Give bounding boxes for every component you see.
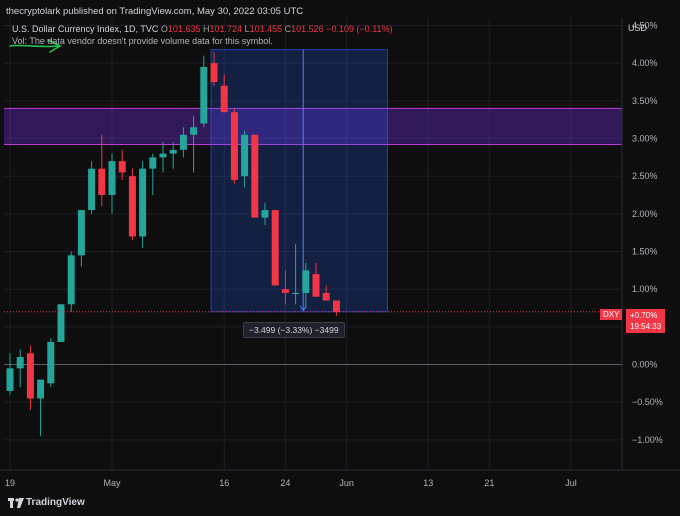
candle-down	[118, 161, 126, 173]
x-tick-label: 19	[5, 478, 15, 488]
x-tick-label: 24	[280, 478, 290, 488]
candle-up	[88, 168, 96, 211]
measure-tool-layer	[210, 49, 388, 313]
candle-down	[220, 85, 228, 113]
x-tick-label: Jun	[339, 478, 354, 488]
candle-up	[37, 379, 45, 399]
x-tick-label: 13	[423, 478, 433, 488]
candle-up	[77, 210, 85, 256]
candle-down	[312, 274, 320, 297]
measure-result-label: −3.499 (−3.33%) −3499	[243, 322, 345, 338]
candle-up	[16, 357, 24, 369]
candle-up	[57, 304, 65, 342]
candle-down	[210, 63, 218, 83]
y-tick-label: 1.50%	[632, 247, 658, 257]
open-label: O	[160, 24, 168, 34]
close-label: C	[284, 24, 292, 34]
candle-up	[302, 270, 310, 293]
symbol-info-line: U.S. Dollar Currency Index, 1D, TVC O101…	[12, 24, 393, 34]
candle-down	[322, 292, 330, 301]
footer-bar: TradingView	[0, 490, 680, 516]
y-tick-label: 3.50%	[632, 96, 658, 106]
candle-up	[159, 153, 167, 158]
y-tick-label: 0.00%	[632, 360, 658, 370]
annotation-arrow	[9, 39, 62, 53]
y-tick-label: −1.00%	[632, 435, 663, 445]
candle-up	[292, 292, 300, 294]
bar-countdown: 19:54:33	[630, 322, 662, 331]
candle-down	[98, 168, 106, 196]
measure-box	[210, 49, 388, 313]
y-tick-label: −0.50%	[632, 397, 663, 407]
candle-up	[179, 134, 187, 150]
candle-down	[230, 112, 238, 180]
currency-label[interactable]: USD	[628, 23, 648, 33]
candle-down	[251, 134, 259, 218]
y-tick-label: 3.00%	[632, 134, 658, 144]
tradingview-logo-icon[interactable]	[8, 498, 24, 508]
candle-down	[128, 176, 136, 237]
y-tick-label: 4.50%	[632, 21, 658, 31]
published-by-line: thecryptolark published on TradingView.c…	[6, 6, 304, 17]
open-value: 101.635	[167, 24, 201, 34]
resistance-zone-layer	[4, 107, 622, 146]
candles-layer	[6, 51, 340, 437]
candle-up	[149, 157, 157, 169]
resistance-zone	[4, 108, 622, 145]
y-tick-label: 1.00%	[632, 284, 658, 294]
change-value: −0.109 (−0.11%)	[326, 24, 393, 34]
candle-up	[200, 66, 208, 124]
candle-up	[47, 341, 55, 384]
tradingview-brand[interactable]: TradingView	[26, 497, 85, 508]
candle-down	[332, 300, 340, 312]
y-tick-label: 2.00%	[632, 209, 658, 219]
candle-up	[67, 255, 75, 305]
candle-up	[241, 134, 249, 177]
x-tick-label: Jul	[565, 478, 577, 488]
candle-up	[261, 210, 269, 218]
x-tick-label: 21	[484, 478, 494, 488]
candle-down	[281, 289, 289, 293]
candle-down	[26, 353, 34, 399]
grid-layer	[4, 18, 622, 470]
measure-arrow-head	[299, 305, 307, 312]
high-label: H	[202, 24, 210, 34]
x-tick-label: May	[103, 478, 121, 488]
last-price-pct: +0.70%	[630, 311, 658, 320]
candle-up	[190, 127, 198, 135]
low-label: L	[244, 24, 250, 34]
candle-up	[6, 368, 14, 391]
candle-up	[108, 161, 116, 196]
annotation-layer	[4, 39, 622, 313]
y-tick-label: 2.50%	[632, 171, 658, 181]
y-tick-label: 4.00%	[632, 58, 658, 68]
close-value: 101.526	[291, 24, 324, 34]
symbol-price-tag: DXY	[600, 309, 623, 320]
high-value: 101.724	[209, 24, 243, 34]
symbol-title[interactable]: U.S. Dollar Currency Index, 1D, TVC	[12, 24, 159, 34]
candle-down	[271, 210, 279, 286]
last-price-tag: +0.70% 19:54:33	[626, 309, 666, 333]
volume-note: Vol: The data vendor doesn't provide vol…	[12, 36, 273, 46]
candle-up	[139, 168, 147, 237]
axis-layer: 4.50% 4.00% 3.50% 3.00% 2.50% 2.00% 1.50% 1.00%…	[0, 18, 680, 488]
candle-up	[169, 149, 177, 154]
low-value: 101.455	[249, 24, 283, 34]
x-tick-label: 16	[219, 478, 229, 488]
